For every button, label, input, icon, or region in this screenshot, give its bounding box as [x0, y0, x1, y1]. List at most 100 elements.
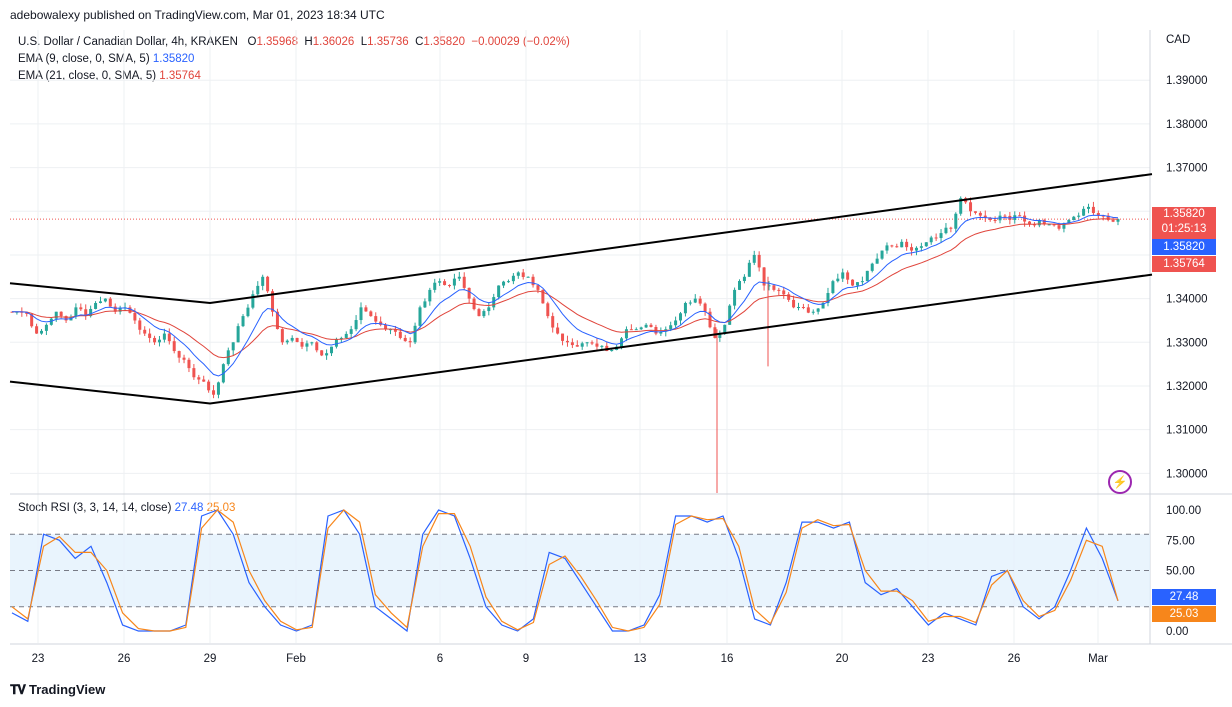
time-axis[interactable]: 23 26 29 Feb 6 9 13 16 20 23 26 Mar: [32, 653, 1108, 665]
candle-body: [831, 281, 835, 294]
last-price-badge: 1.35820 01:25:13: [1152, 207, 1216, 239]
candle-body: [570, 342, 574, 346]
candle: [934, 233, 938, 242]
candle: [44, 323, 48, 336]
candle: [575, 340, 579, 347]
candle-body: [487, 307, 491, 312]
candle-body: [929, 237, 933, 243]
time-tick-label: Feb: [286, 653, 306, 665]
candle-body: [231, 342, 235, 351]
candle: [506, 279, 510, 283]
candle: [846, 270, 850, 285]
candle-body: [197, 377, 201, 380]
ema21-row[interactable]: EMA (21, close, 0, SMA, 5) 1.35764: [18, 68, 570, 85]
candle: [212, 385, 216, 399]
candle-body: [330, 346, 334, 354]
candle: [821, 301, 825, 309]
candle: [295, 337, 299, 343]
candle: [924, 242, 928, 247]
candle: [344, 331, 348, 340]
candle-body: [934, 237, 938, 239]
tradingview-logo[interactable]: 𝐓𝐕 TradingView: [10, 682, 105, 698]
candle: [438, 278, 442, 286]
candle: [167, 328, 171, 345]
stoch-k-line: [11, 509, 1119, 633]
ema9-label: EMA (9, close, 0, SMA, 5): [18, 53, 150, 65]
candle-body: [792, 299, 796, 308]
candle-body: [865, 270, 869, 282]
candle-body: [905, 241, 909, 248]
candle-body: [315, 342, 319, 351]
candle-body: [285, 340, 289, 343]
candle: [551, 312, 555, 333]
candle-body: [443, 281, 447, 286]
candle: [172, 336, 176, 354]
candle: [536, 285, 540, 294]
candle-body: [143, 329, 147, 334]
candle: [973, 211, 977, 215]
candle-body: [1067, 220, 1071, 224]
candle: [870, 262, 874, 273]
candle: [447, 284, 451, 288]
ema9-row[interactable]: EMA (9, close, 0, SMA, 5) 1.35820: [18, 51, 570, 68]
candle: [693, 294, 697, 304]
candle: [98, 296, 102, 304]
candle-body: [885, 245, 889, 251]
candle: [634, 327, 638, 331]
candle: [379, 316, 383, 327]
candle-body: [187, 359, 191, 369]
candle: [526, 276, 530, 278]
ema21-badge: 1.35764: [1152, 256, 1216, 272]
lightning-bolt-icon[interactable]: ⚡: [1108, 470, 1132, 494]
candle: [369, 310, 373, 317]
candle: [1091, 201, 1095, 216]
candle-body: [959, 198, 963, 214]
stoch-k-badge: 27.48: [1152, 589, 1216, 605]
candle-body: [502, 281, 506, 286]
price-tick-label: 1.32000: [1166, 381, 1208, 393]
candle: [1042, 218, 1046, 226]
candle-body: [895, 246, 899, 248]
candle: [1018, 212, 1022, 217]
candle-body: [182, 357, 186, 360]
candle: [826, 287, 830, 307]
candle-body: [1072, 216, 1076, 221]
candle-body: [679, 313, 683, 321]
candle: [497, 285, 501, 300]
candle-body: [634, 329, 638, 331]
candle: [236, 323, 240, 343]
candle: [502, 280, 506, 289]
candle: [359, 302, 363, 325]
channel-lines[interactable]: [9, 173, 1153, 405]
candle: [1077, 212, 1081, 219]
symbol-label[interactable]: U.S. Dollar / Canadian Dollar, 4h, KRAKE…: [18, 36, 238, 48]
candle-body: [747, 262, 751, 277]
candle-body: [1023, 215, 1027, 222]
candle: [595, 338, 599, 350]
candle-body: [688, 302, 692, 304]
candle-body: [492, 297, 496, 308]
candle: [910, 243, 914, 256]
candle-body: [914, 247, 918, 251]
ohlc-row: U.S. Dollar / Canadian Dollar, 4h, KRAKE…: [18, 34, 570, 51]
candle-body: [349, 329, 353, 334]
candle: [94, 301, 98, 310]
candle-body: [266, 276, 270, 292]
candle-body: [600, 345, 604, 347]
candle: [565, 335, 569, 347]
stoch-lines: [11, 509, 1119, 633]
stoch-legend[interactable]: Stoch RSI (3, 3, 14, 14, close) 27.48 25…: [18, 502, 235, 514]
candle-body: [723, 324, 727, 333]
price-tick-label: 1.37000: [1166, 163, 1208, 175]
candle-body: [846, 272, 850, 280]
candle: [713, 323, 717, 339]
price-axis[interactable]: 1.300001.310001.320001.330001.340001.360…: [1166, 75, 1208, 480]
candle: [718, 330, 722, 342]
stoch-label: Stoch RSI (3, 3, 14, 14, close): [18, 502, 172, 514]
stoch-tick-label: 100.00: [1166, 505, 1201, 517]
candle: [290, 335, 294, 343]
candle: [157, 335, 161, 347]
candle-body: [674, 320, 678, 326]
candle-body: [1052, 224, 1056, 226]
